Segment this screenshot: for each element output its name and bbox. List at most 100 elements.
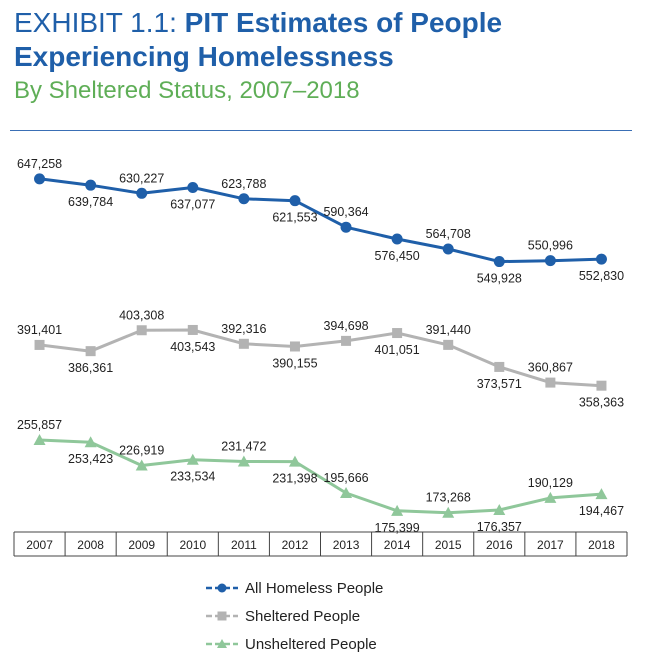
data-label: 621,553 — [272, 211, 317, 225]
data-point — [442, 243, 454, 255]
x-tick-label: 2009 — [128, 538, 155, 552]
chart-title: PIT Estimates of People — [184, 7, 503, 38]
data-point — [238, 193, 250, 205]
data-label: 360,867 — [528, 361, 573, 375]
circle-marker-icon — [206, 583, 238, 593]
data-point — [33, 434, 46, 446]
data-label: 637,077 — [170, 197, 215, 211]
data-point — [289, 195, 301, 207]
x-tick-label: 2014 — [384, 538, 411, 552]
legend-item-all-homeless: All Homeless People — [205, 574, 383, 602]
data-label: 549,928 — [477, 272, 522, 286]
legend-item-unsheltered: Unsheltered People — [205, 630, 383, 658]
chart-subtitle: By Sheltered Status, 2007–2018 — [14, 77, 360, 104]
data-point — [442, 506, 455, 518]
data-label: 552,830 — [579, 269, 624, 283]
data-point — [544, 491, 557, 503]
x-tick-label: 2015 — [435, 538, 462, 552]
data-label: 401,051 — [375, 343, 420, 357]
x-tick-label: 2011 — [231, 538, 257, 552]
data-label: 639,784 — [68, 195, 113, 209]
data-point — [391, 504, 404, 516]
legend-label: Sheltered People — [245, 607, 361, 625]
data-point — [186, 453, 199, 465]
data-point — [340, 221, 352, 233]
data-label: 176,357 — [477, 520, 522, 534]
data-label: 231,398 — [272, 472, 317, 486]
data-label: 386,361 — [68, 361, 113, 375]
data-point — [187, 324, 198, 335]
data-label: 647,258 — [17, 157, 62, 171]
data-point — [443, 339, 454, 350]
x-tick-label: 2012 — [282, 538, 309, 552]
data-point — [34, 339, 45, 350]
x-tick-label: 2007 — [26, 538, 53, 552]
data-label: 194,467 — [579, 504, 624, 518]
data-point — [289, 341, 300, 352]
chart-title-line2: Experiencing Homelessness — [14, 41, 394, 72]
data-point — [494, 361, 505, 372]
x-tick-label: 2013 — [333, 538, 360, 552]
data-label: 255,857 — [17, 418, 62, 432]
series-line-0 — [39, 177, 602, 264]
chart-title-line1: EXHIBIT 1.1: PIT Estimates of People — [14, 6, 634, 40]
data-label: 391,440 — [426, 323, 471, 337]
title-divider — [10, 130, 632, 131]
data-point — [136, 325, 147, 336]
data-point — [595, 253, 607, 265]
series-line-2 — [39, 438, 602, 515]
data-point — [392, 328, 403, 339]
line-chart: 647,258 639,784 630,227 637,077 623,788 621,5… — [13, 157, 628, 557]
legend-label: All Homeless People — [245, 579, 384, 597]
data-point — [85, 179, 97, 191]
data-point — [136, 187, 148, 199]
legend-item-sheltered: Sheltered People — [205, 602, 383, 630]
data-point — [545, 377, 556, 388]
data-label: 175,399 — [375, 521, 420, 535]
data-label: 253,423 — [68, 452, 113, 466]
data-point — [493, 504, 506, 516]
data-label: 358,363 — [579, 396, 624, 410]
data-label: 630,227 — [119, 171, 164, 185]
data-label: 173,268 — [426, 491, 471, 505]
chart-title-block: EXHIBIT 1.1: PIT Estimates of People Exp… — [14, 6, 634, 106]
data-point — [288, 455, 301, 467]
data-label: 550,996 — [528, 239, 573, 253]
data-point — [238, 338, 249, 349]
chart-legend: All Homeless People Sheltered People Uns… — [205, 574, 383, 658]
data-label: 623,788 — [221, 177, 266, 191]
data-label: 394,698 — [323, 319, 368, 333]
x-tick-label: 2018 — [588, 538, 615, 552]
x-tick-label: 2017 — [537, 538, 564, 552]
data-point — [135, 459, 148, 471]
triangle-marker-icon — [206, 639, 238, 648]
data-point — [237, 455, 250, 467]
data-point — [340, 487, 353, 499]
data-point — [596, 380, 607, 391]
data-label: 590,364 — [323, 205, 368, 219]
x-tick-label: 2008 — [77, 538, 104, 552]
data-label: 190,129 — [528, 476, 573, 490]
series-line-1 — [39, 328, 602, 388]
data-label: 392,316 — [221, 322, 266, 336]
data-point — [84, 436, 97, 448]
data-label: 231,472 — [221, 440, 266, 454]
data-label: 564,708 — [426, 227, 471, 241]
data-label: 373,571 — [477, 377, 522, 391]
data-label: 391,401 — [17, 323, 62, 337]
x-tick-label: 2016 — [486, 538, 513, 552]
data-label: 233,534 — [170, 470, 215, 484]
data-point — [544, 255, 556, 267]
data-label: 390,155 — [272, 356, 317, 370]
exhibit-label: EXHIBIT 1.1: — [14, 7, 177, 38]
data-point — [341, 335, 352, 346]
data-label: 226,919 — [119, 444, 164, 458]
data-label: 403,543 — [170, 340, 215, 354]
x-tick-label: 2010 — [179, 538, 206, 552]
data-point — [493, 256, 505, 268]
data-point — [595, 488, 608, 500]
data-point — [187, 181, 199, 193]
data-point — [85, 346, 96, 357]
data-label: 195,666 — [323, 471, 368, 485]
data-label: 403,308 — [119, 308, 164, 322]
